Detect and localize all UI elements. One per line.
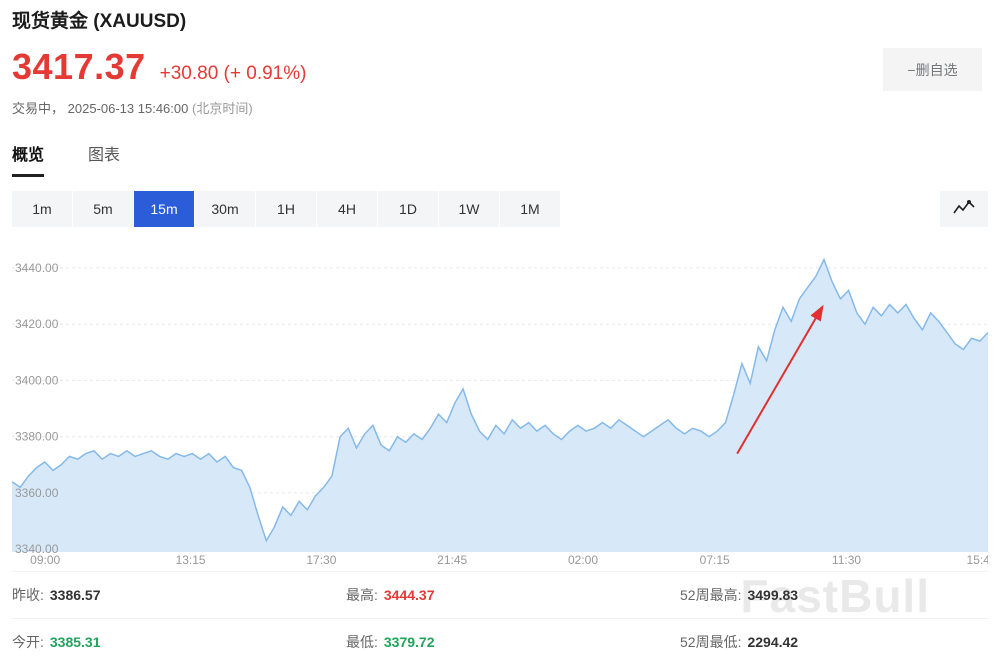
svg-text:07:15: 07:15 <box>700 553 730 567</box>
remove-watchlist-button[interactable]: −删自选 <box>883 48 982 91</box>
interval-toolbar: 1m 5m 15m 30m 1H 4H 1D 1W 1M <box>12 191 988 227</box>
chart-style-button[interactable] <box>940 191 988 227</box>
tab-overview[interactable]: 概览 <box>12 141 45 177</box>
price-change: +30.80 (+ 0.91%) <box>159 63 307 84</box>
svg-text:21:45: 21:45 <box>437 553 467 567</box>
price-row: 3417.37 +30.80 (+ 0.91%) <box>12 46 988 88</box>
stats-row-1: 昨收: 3386.57 最高: 3444.37 52周最高: 3499.83 <box>12 571 988 618</box>
tab-chart[interactable]: 图表 <box>88 147 121 164</box>
trading-status: 交易中， <box>12 101 65 116</box>
interval-5m[interactable]: 5m <box>73 191 133 227</box>
stats-row-2: 今开: 3385.31 最低: 3379.72 52周最低: 2294.42 <box>12 618 988 665</box>
interval-1mo[interactable]: 1M <box>500 191 560 227</box>
stat-low: 最低: 3379.72 <box>346 634 435 650</box>
svg-text:3400.00: 3400.00 <box>15 373 59 387</box>
stat-prev-close: 昨收: 3386.57 <box>12 587 101 603</box>
svg-text:3360.00: 3360.00 <box>15 486 59 500</box>
y-axis-labels: 3440.00 3420.00 3400.00 3380.00 3360.00 3340.… <box>15 261 59 556</box>
trading-status-row: 交易中， 2025-06-13 15:46:00 (北京时间) <box>12 98 988 117</box>
interval-1h[interactable]: 1H <box>256 191 316 227</box>
timezone-label: (北京时间) <box>191 101 253 116</box>
page-title: 现货黄金 (XAUUSD) <box>12 11 187 32</box>
watermark: FastBull <box>740 570 930 622</box>
interval-1d[interactable]: 1D <box>378 191 438 227</box>
trend-arrow-annotation <box>736 304 824 455</box>
svg-text:17:30: 17:30 <box>306 553 336 567</box>
stat-52w-low: 52周最低: 2294.42 <box>680 634 799 650</box>
svg-text:09:00: 09:00 <box>30 553 60 567</box>
svg-text:15:4: 15:4 <box>967 553 988 567</box>
price-chart[interactable]: 3440.00 3420.00 3400.00 3380.00 3360.00 3340.… <box>12 237 988 567</box>
stats-section: FastBull 昨收: 3386.57 最高: 3444.37 52周最高: … <box>12 570 988 665</box>
x-axis-labels: 09:00 13:15 17:30 21:45 02:00 07:15 11:30 15:4 <box>30 553 988 567</box>
area-series-fill <box>12 259 988 552</box>
svg-text:02:00: 02:00 <box>568 553 598 567</box>
price-line <box>12 257 988 543</box>
interval-30m[interactable]: 30m <box>195 191 255 227</box>
svg-text:11:30: 11:30 <box>832 553 861 567</box>
svg-text:3380.00: 3380.00 <box>15 430 59 444</box>
interval-1w[interactable]: 1W <box>439 191 499 227</box>
svg-text:3420.00: 3420.00 <box>15 317 59 331</box>
interval-1m[interactable]: 1m <box>12 191 72 227</box>
current-price: 3417.37 <box>12 46 146 87</box>
svg-text:13:15: 13:15 <box>176 553 206 567</box>
quote-timestamp: 2025-06-13 15:46:00 <box>67 101 189 116</box>
line-chart-icon <box>953 199 975 219</box>
view-tabs: 概览 图表 <box>12 141 988 177</box>
stat-52w-high: 52周最高: 3499.83 <box>680 587 799 603</box>
interval-4h[interactable]: 4H <box>317 191 377 227</box>
interval-15m[interactable]: 15m <box>134 191 194 227</box>
stat-open: 今开: 3385.31 <box>12 634 101 650</box>
interval-button-group: 1m 5m 15m 30m 1H 4H 1D 1W 1M <box>12 191 560 227</box>
stat-high: 最高: 3444.37 <box>346 587 435 603</box>
svg-text:3340.00: 3340.00 <box>15 542 59 556</box>
svg-text:3440.00: 3440.00 <box>15 261 59 275</box>
